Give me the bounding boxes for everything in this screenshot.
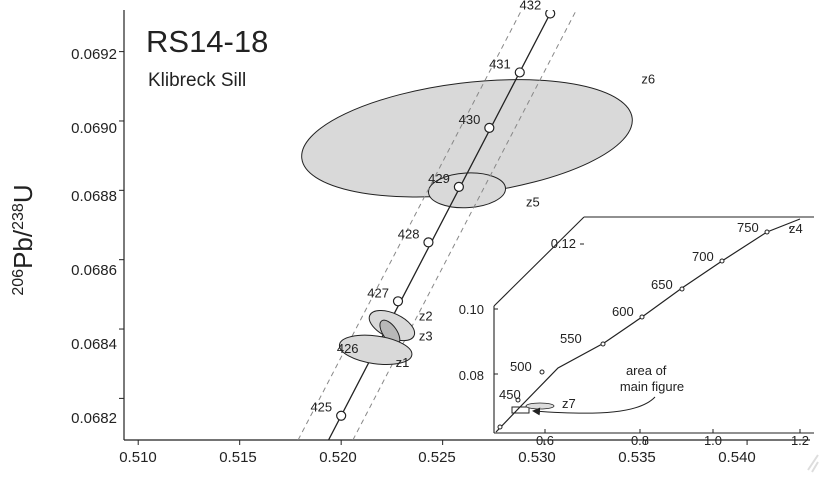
- x-tick-label: 0.530: [518, 449, 556, 466]
- ellipse-label-z2: z2: [419, 309, 433, 324]
- inset-y-tick-label: 0.10: [459, 302, 484, 317]
- inset-x-tick-label: 1.0: [704, 433, 722, 448]
- concordia-age-label: 428: [398, 226, 420, 241]
- error-ellipses-front: [338, 309, 416, 365]
- data-labels: 425 426 427 428 429 430 431 432 z6 z5 z2 z3 z1: [310, 0, 655, 415]
- concordia-envelope: [297, 10, 523, 440]
- concordia-point: [453, 181, 464, 192]
- inset-note-line2: main figure: [620, 379, 684, 394]
- concordia-age-label: 431: [489, 56, 511, 71]
- chart-title: RS14-18: [146, 24, 268, 59]
- inset-age-label: 750: [737, 220, 759, 235]
- inset-label-z7: z7: [562, 396, 576, 411]
- y-axis-label: 206Pb/238U: [8, 184, 38, 295]
- inset-age-labels: 450 500 550 600 650 700 750: [499, 220, 759, 402]
- inset-age-label: 700: [692, 249, 714, 264]
- inset-age-label: 650: [651, 277, 673, 292]
- inset-concordia-points: [497, 229, 770, 430]
- inset-x-tick-label: 1.2: [791, 433, 809, 448]
- concordia-point: [484, 122, 495, 134]
- y-tick-label: 0.0692: [71, 46, 117, 63]
- ellipse-label-z6: z6: [641, 71, 655, 86]
- x-tick-label: 0.515: [219, 449, 257, 466]
- y-tick-labels: 0.0682 0.0684 0.0686 0.0688 0.0690 0.069…: [71, 46, 117, 427]
- concordia-age-label: 427: [367, 285, 389, 300]
- ellipse-z1: [338, 334, 413, 365]
- concordia-age-label: 426: [337, 341, 359, 356]
- concordia-point: [392, 296, 404, 307]
- inset-arrow: [532, 396, 656, 416]
- inset-age-label: 450: [499, 387, 521, 402]
- ellipse-label-z3: z3: [419, 329, 433, 344]
- main-area-box: [511, 406, 530, 414]
- concordia-age-label: 432: [520, 0, 542, 12]
- y-tick-label: 0.0688: [71, 188, 117, 205]
- tick-marks: [119, 51, 748, 445]
- x-tick-label: 0.520: [319, 449, 357, 466]
- y-tick-label: 0.0682: [71, 410, 117, 427]
- ellipse-label-z5: z5: [526, 194, 540, 209]
- concordia-curve: [297, 10, 577, 440]
- x-tick-label: 0.510: [119, 449, 157, 466]
- inset-age-label: 500: [510, 359, 532, 374]
- inset-age-label: 550: [560, 331, 582, 346]
- x-tick-label: 0.540: [718, 449, 756, 466]
- concordia-point: [545, 10, 556, 19]
- concordia-age-label: 430: [459, 112, 481, 127]
- inset-note: area of main figure: [620, 363, 684, 394]
- y-tick-label: 0.0690: [71, 120, 117, 137]
- concordia-point: [336, 410, 347, 421]
- inset-chart: 450 500 550 600 650 700 750 0.6 0.8 1.0 …: [459, 216, 814, 448]
- y-tick-label: 0.0686: [71, 262, 117, 279]
- concordia-age-label: 429: [428, 171, 450, 186]
- error-ellipses: [301, 79, 633, 209]
- corner-mark: [807, 454, 819, 473]
- inset-y-tick-label: 0.12: [551, 236, 576, 251]
- concordia-point: [514, 67, 525, 78]
- inset-x-tick-label: 0.8: [631, 433, 649, 448]
- y-tick-label: 0.0684: [71, 336, 117, 353]
- inset-y-tick-label: 0.08: [459, 368, 484, 383]
- concordia-point: [423, 237, 434, 248]
- chart-subtitle: Klibreck Sill: [148, 70, 246, 91]
- ellipse-label-z1: z1: [396, 355, 410, 370]
- inset-x-tick-label: 0.6: [536, 433, 554, 448]
- inset-ellipse-z7: [525, 402, 555, 410]
- inset-label-z4: z4: [789, 221, 803, 236]
- concordia-line: [327, 10, 553, 440]
- x-tick-label: 0.535: [618, 449, 656, 466]
- x-tick-label: 0.525: [418, 449, 456, 466]
- ellipse-z5: [427, 172, 507, 209]
- concordia-age-label: 425: [310, 400, 332, 415]
- inset-note-line1: area of: [626, 363, 667, 378]
- inset-age-label: 600: [612, 304, 634, 319]
- x-tick-labels: 0.510 0.515 0.520 0.525 0.530 0.535 0.54…: [119, 449, 756, 466]
